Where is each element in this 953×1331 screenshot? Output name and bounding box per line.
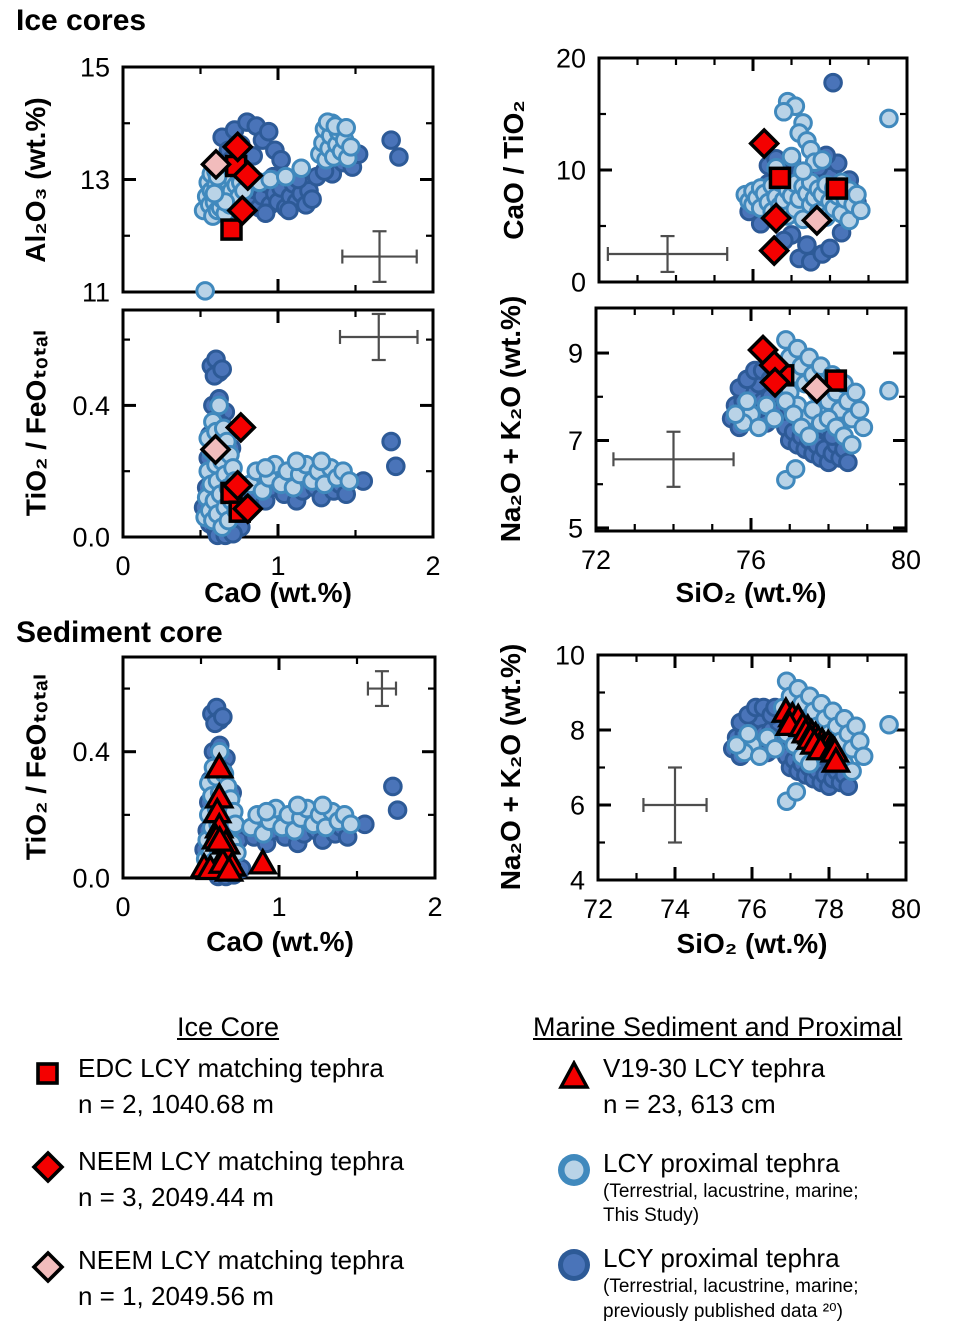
dark-blue-circle-icon xyxy=(558,1249,590,1281)
y-tick-label: 10 xyxy=(555,641,585,671)
x-tick-label: 74 xyxy=(660,894,690,924)
red-diamond-icon xyxy=(31,1150,65,1184)
x-tick-label: 72 xyxy=(583,894,613,924)
y-axis-title-tio2feo-sed: TiO₂ / FeOₜₒₜₐₗ xyxy=(20,673,52,861)
red-triangle-icon xyxy=(558,1060,590,1089)
legend-item-note: This Study) xyxy=(603,1205,700,1226)
y-tick-label: 6 xyxy=(570,791,585,821)
y-tick-label: 4 xyxy=(570,866,585,896)
legend-item-label: LCY proximal tephra xyxy=(603,1243,840,1273)
pink-diamond-icon xyxy=(31,1250,65,1284)
x-tick-label: 1 xyxy=(270,551,285,581)
error-bar-cross xyxy=(612,430,735,488)
y-tick-label: 0 xyxy=(571,268,586,298)
x-tick-label: 78 xyxy=(814,894,844,924)
y-tick-label: 11 xyxy=(82,278,110,308)
y-tick-label: 13 xyxy=(80,165,110,195)
y-tick-label: 5 xyxy=(568,513,583,543)
x-axis-title-cao-sed: CaO (wt.%) xyxy=(206,926,354,957)
x-tick-label: 76 xyxy=(737,894,767,924)
legend-item-sub: n = 23, 613 cm xyxy=(603,1089,776,1119)
y-axis-title-tio2feo-ice: TiO₂ / FeOₜₒₜₐₗ xyxy=(20,329,52,517)
red-square-icon xyxy=(36,1062,59,1085)
panel-ice-alkali-sio2: 72 76 80 5 7 9 xyxy=(568,306,921,575)
series-diamond xyxy=(748,127,793,267)
y-tick-label: 15 xyxy=(80,53,110,83)
error-bar-cross xyxy=(642,766,708,844)
series-diamond xyxy=(199,433,232,466)
panel-sed-tio2feo-cao: 0 1 2 0.0 0.4 xyxy=(72,655,443,922)
y-axis-title-alkali-sed: Na₂O + K₂O (wt.%) xyxy=(495,643,526,891)
series-diamond xyxy=(800,372,833,405)
error-bar-cross xyxy=(338,312,419,362)
series-diamond xyxy=(747,334,791,399)
y-tick-label: 9 xyxy=(568,339,583,369)
x-tick-label: 80 xyxy=(891,894,921,924)
y-axis-title-al2o3: Al₂O₃ (wt.%) xyxy=(20,97,51,263)
legend-item-label: NEEM LCY matching tephra xyxy=(78,1245,405,1275)
x-tick-label: 2 xyxy=(427,892,442,922)
series-circle xyxy=(735,91,899,231)
y-tick-label: 10 xyxy=(556,156,586,186)
x-tick-label: 0 xyxy=(115,892,130,922)
series-triangle xyxy=(188,751,279,882)
x-axis-title-cao-ice: CaO (wt.%) xyxy=(204,577,352,608)
series-diamond xyxy=(221,411,264,525)
ice-cores-header: Ice cores xyxy=(16,4,147,37)
series-triangle xyxy=(770,695,852,773)
y-tick-label: 0.4 xyxy=(72,391,110,421)
error-bar-cross xyxy=(341,230,418,283)
sediment-core-header: Sediment core xyxy=(16,616,223,649)
legend-item-label: NEEM LCY matching tephra xyxy=(78,1146,405,1176)
x-tick-label: 2 xyxy=(425,551,440,581)
x-tick-label: 72 xyxy=(581,545,611,575)
error-bar-cross xyxy=(606,234,729,274)
legend-item-sub: n = 2, 1040.68 m xyxy=(78,1089,274,1119)
legend-item-label: EDC LCY matching tephra xyxy=(78,1053,384,1083)
y-tick-label: 7 xyxy=(568,426,583,456)
x-axis-title-sio2-ice: SiO₂ (wt.%) xyxy=(675,577,827,608)
legend-item-label: V19-30 LCY tephra xyxy=(603,1053,826,1083)
legend-item-sub: n = 3, 2049.44 m xyxy=(78,1182,274,1212)
x-tick-label: 1 xyxy=(271,892,286,922)
legend-item-note: (Terrestrial, lacustrine, marine; xyxy=(603,1276,859,1297)
light-blue-circle-icon xyxy=(558,1154,590,1186)
legend-heading-ice-core: Ice Core xyxy=(177,1012,280,1042)
series-diamond xyxy=(800,204,833,237)
x-tick-label: 76 xyxy=(736,545,766,575)
legend-item-sub: n = 1, 2049.56 m xyxy=(78,1281,274,1311)
legend-item-label: LCY proximal tephra xyxy=(603,1148,840,1178)
legend-item-note: previously published data ²⁰) xyxy=(603,1301,843,1322)
series-square xyxy=(768,166,849,200)
y-tick-label: 0.0 xyxy=(72,864,110,894)
x-tick-label: 80 xyxy=(891,545,921,575)
panel-ice-al2o3-cao: 11 13 15 xyxy=(80,53,435,308)
y-tick-label: 8 xyxy=(570,716,585,746)
panel-ice-caotio2-sio2: 0 10 20 xyxy=(556,44,909,298)
y-tick-label: 20 xyxy=(556,44,586,74)
legend-item-note: (Terrestrial, lacustrine, marine; xyxy=(603,1181,859,1202)
x-tick-label: 0 xyxy=(115,551,130,581)
series-diamond xyxy=(200,148,232,181)
series-diamond xyxy=(221,130,264,227)
error-bar-cross xyxy=(366,670,398,708)
legend-heading-marine: Marine Sediment and Proximal xyxy=(533,1012,903,1042)
x-axis-title-sio2-sed: SiO₂ (wt.%) xyxy=(676,928,828,959)
panel-sed-alkali-sio2: 72 74 76 78 80 4 6 8 10 xyxy=(555,641,921,925)
panel-ice-tio2feo-cao: 0 1 2 0.0 0.4 xyxy=(72,308,441,581)
y-tick-label: 0.4 xyxy=(72,737,110,767)
series-circle xyxy=(195,395,360,537)
y-tick-label: 0.0 xyxy=(72,523,110,553)
